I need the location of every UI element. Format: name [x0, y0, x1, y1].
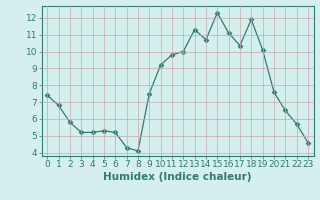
X-axis label: Humidex (Indice chaleur): Humidex (Indice chaleur): [103, 172, 252, 182]
